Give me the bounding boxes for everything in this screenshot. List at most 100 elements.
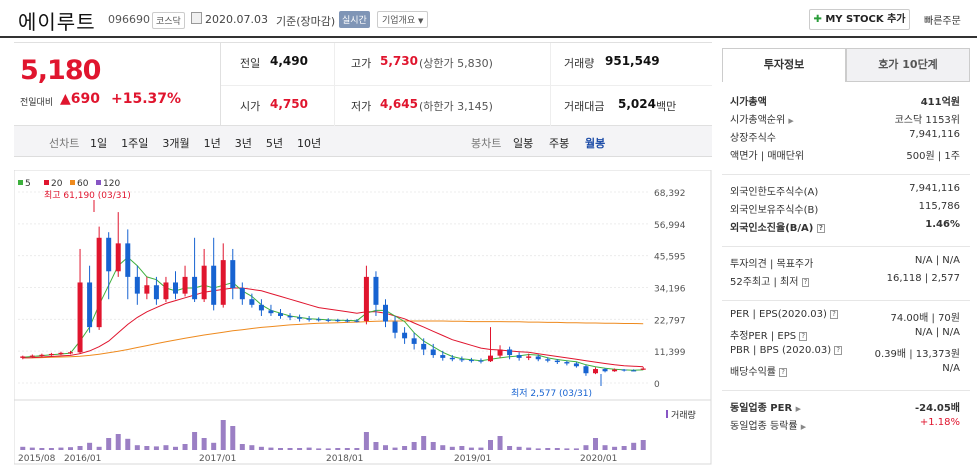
industry-rate-label: 동일업종 등락률 ▶ bbox=[730, 417, 806, 432]
period-3m[interactable]: 3개월 bbox=[162, 137, 190, 150]
legend-label: 60 bbox=[77, 179, 89, 189]
help-icon[interactable]: ? bbox=[830, 309, 838, 319]
candle-body bbox=[545, 359, 551, 361]
tab-orderbook[interactable]: 호가 10단계 bbox=[846, 48, 970, 82]
candle-body bbox=[106, 237, 112, 272]
candle-body bbox=[516, 355, 522, 358]
volume-bar bbox=[468, 447, 474, 450]
volume-bar bbox=[640, 440, 646, 450]
volume-label: 거래량 bbox=[564, 57, 595, 70]
volume-bar bbox=[173, 446, 178, 450]
volume-bar bbox=[268, 447, 274, 450]
candle-body bbox=[535, 356, 541, 360]
price-summary: 5,180 전일대비 ▲690 +15.37% 전일 4,490 고가 5,73… bbox=[14, 42, 712, 127]
period-3y[interactable]: 3년 bbox=[234, 137, 252, 150]
mystock-add-button[interactable]: ✚ MY STOCK 추가 bbox=[809, 9, 910, 30]
volume-bar bbox=[373, 442, 379, 450]
candle-body bbox=[335, 320, 341, 322]
realtime-badge[interactable]: 실시간 bbox=[339, 11, 370, 28]
volume-bar bbox=[182, 444, 188, 450]
company-info-dropdown[interactable]: 기업개요 ▼ bbox=[377, 11, 429, 28]
y-tick-label: 45,595 bbox=[654, 253, 686, 263]
candle-weekly[interactable]: 주봉 bbox=[549, 137, 570, 150]
est-per-value: N/A | N/A bbox=[914, 327, 960, 338]
volume-bar bbox=[87, 442, 93, 450]
candle-body bbox=[268, 310, 274, 314]
chevron-down-icon: ▼ bbox=[418, 17, 424, 25]
candle-body bbox=[421, 343, 427, 350]
volume-bar bbox=[287, 448, 293, 450]
opinion-value: N/A | N/A bbox=[914, 255, 960, 266]
help-icon[interactable]: ? bbox=[779, 367, 787, 377]
volume-bar bbox=[153, 446, 159, 450]
help-icon[interactable]: ? bbox=[799, 331, 808, 341]
period-1w[interactable]: 1주일 bbox=[121, 137, 149, 150]
info-arrow-icon[interactable]: ▶ bbox=[800, 423, 807, 431]
foreign-limit-value: 7,941,116 bbox=[909, 183, 960, 194]
change-label: 전일대비 bbox=[20, 98, 54, 108]
volume-bar bbox=[612, 446, 618, 450]
legend-label: 20 bbox=[51, 179, 63, 189]
est-per-label: 추정PER | EPS ? bbox=[730, 327, 808, 342]
dividend-text: 배당수익률 bbox=[730, 367, 776, 378]
candle-body bbox=[593, 369, 598, 374]
volume-bar bbox=[497, 436, 503, 450]
candle-body bbox=[316, 319, 322, 321]
y-tick-label: 68,392 bbox=[654, 189, 686, 199]
lower-limit: (하한가 3,145) bbox=[419, 100, 493, 113]
industry-rate-row: 동일업종 등락률 ▶ +1.18% bbox=[730, 417, 960, 435]
candle-body bbox=[354, 320, 360, 322]
candle-body bbox=[211, 265, 217, 305]
current-price: 5,180 bbox=[20, 55, 101, 86]
opinion-row: 투자의견 | 목표주가 N/A | N/A bbox=[730, 255, 960, 273]
period-1y[interactable]: 1년 bbox=[203, 137, 221, 150]
per-text: PER | EPS(2020.03) bbox=[730, 309, 827, 320]
foreign-limit-label: 외국인한도주식수(A) bbox=[730, 187, 819, 198]
volume-bar bbox=[125, 438, 131, 450]
up-triangle-icon: ▲ bbox=[60, 91, 71, 107]
tab-investment-info[interactable]: 투자정보 bbox=[722, 48, 846, 82]
panel-divider bbox=[722, 390, 970, 391]
volume-bar bbox=[29, 447, 35, 450]
candle-monthly[interactable]: 월봉 bbox=[585, 137, 606, 150]
period-bar: 선차트 1일 1주일 3개월 1년 3년 5년 10년 봉차트 일봉 주봉 월봉 bbox=[14, 126, 712, 157]
foreign-ratio-text: 외국인소진율(B/A) bbox=[730, 223, 814, 234]
volume-bar bbox=[297, 448, 303, 450]
info-arrow-icon[interactable]: ▶ bbox=[788, 117, 794, 125]
summary-col-divider bbox=[550, 43, 551, 127]
period-10y[interactable]: 10년 bbox=[297, 137, 322, 150]
candle-daily[interactable]: 일봉 bbox=[513, 137, 534, 150]
info-arrow-icon[interactable]: ▶ bbox=[795, 405, 802, 413]
per-label: PER | EPS(2020.03) ? bbox=[730, 309, 838, 320]
change-rate: +15.37% bbox=[111, 91, 182, 107]
foreign-ratio-row: 외국인소진율(B/A) ? 1.46% bbox=[730, 219, 960, 237]
volume-bar bbox=[354, 448, 360, 450]
candle-body bbox=[77, 282, 83, 353]
base-date: 2020.07.03 bbox=[205, 13, 268, 26]
period-5y[interactable]: 5년 bbox=[265, 137, 283, 150]
quick-order-link[interactable]: 빠른주문 bbox=[924, 16, 961, 27]
amount-value: 5,024 bbox=[618, 97, 656, 111]
candle-body bbox=[449, 357, 455, 360]
candle-body bbox=[488, 355, 493, 362]
candle-body bbox=[306, 318, 312, 320]
volume-bar bbox=[68, 447, 73, 450]
candle-body bbox=[249, 299, 255, 305]
volume-bar bbox=[163, 445, 169, 450]
week52-text: 52주최고 | 최저 bbox=[730, 277, 799, 288]
panel-divider bbox=[722, 300, 970, 301]
pbr-row: PBR | BPS (2020.03) ? 0.39배 | 13,373원 bbox=[730, 345, 960, 363]
help-icon[interactable]: ? bbox=[816, 223, 825, 233]
legend-swatch bbox=[96, 180, 101, 185]
candle-body bbox=[440, 355, 446, 358]
volume-bar bbox=[316, 448, 322, 450]
candle-body bbox=[631, 370, 637, 372]
period-1d[interactable]: 1일 bbox=[90, 137, 108, 150]
investment-info-panel: 투자정보 호가 10단계 시가총액 411억원 시가총액순위 ▶ 코스닥 1153위… bbox=[722, 48, 970, 464]
candle-body bbox=[497, 349, 503, 356]
help-icon[interactable]: ? bbox=[834, 345, 843, 355]
help-icon[interactable]: ? bbox=[801, 277, 810, 287]
volume-bar bbox=[440, 445, 446, 450]
candle-body bbox=[526, 356, 532, 358]
y-tick-label: 56,994 bbox=[654, 221, 686, 231]
